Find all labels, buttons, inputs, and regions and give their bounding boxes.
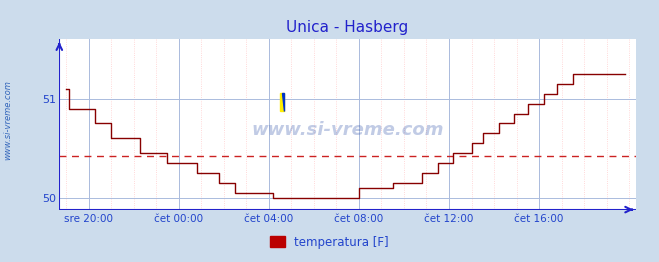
Text: www.si-vreme.com: www.si-vreme.com — [3, 81, 13, 160]
Legend: temperatura [F]: temperatura [F] — [266, 231, 393, 253]
Text: www.si-vreme.com: www.si-vreme.com — [251, 121, 444, 139]
Polygon shape — [282, 93, 284, 111]
Title: Unica - Hasberg: Unica - Hasberg — [287, 20, 409, 35]
Polygon shape — [280, 93, 284, 111]
